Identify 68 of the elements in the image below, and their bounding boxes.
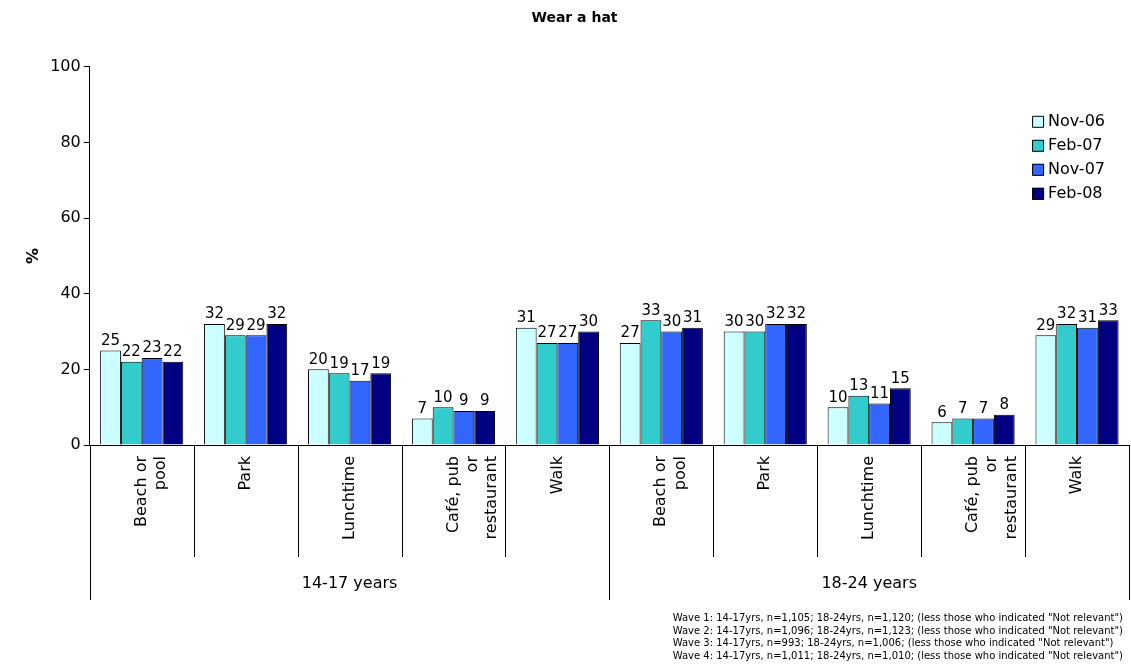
data-label: 9 bbox=[479, 391, 490, 410]
data-label: 23 bbox=[142, 338, 162, 357]
chart-title: Wear a hat bbox=[531, 9, 618, 26]
legend-label: Feb-07 bbox=[1048, 134, 1103, 154]
data-label: 33 bbox=[1098, 300, 1118, 319]
data-label: 29 bbox=[1036, 315, 1056, 334]
text: Wave 3: 14-17yrs, n=993; 18-24yrs, n=1,006; (less those who indicated "Not relevant") bbox=[672, 637, 1115, 650]
x-tick-label: Walk bbox=[1066, 455, 1086, 495]
data-label: 19 bbox=[329, 353, 349, 372]
data-label: 7 bbox=[978, 398, 989, 417]
data-label: 13 bbox=[849, 376, 869, 395]
x-tick-label: Lunchtime bbox=[338, 456, 358, 540]
data-label: 19 bbox=[371, 353, 391, 372]
legend-label: Nov-07 bbox=[1048, 158, 1106, 178]
y-tick-label: 100 bbox=[50, 55, 81, 75]
data-label: 25 bbox=[100, 330, 121, 349]
data-label: 27 bbox=[620, 323, 640, 342]
data-label: 33 bbox=[641, 300, 661, 319]
text: 14-17 years bbox=[301, 573, 398, 593]
data-label: 11 bbox=[870, 383, 890, 402]
x-tick-label: Café, pub or restaurant bbox=[442, 455, 501, 540]
x-tick-label: Café, pub or restaurant bbox=[962, 455, 1020, 540]
data-label: 30 bbox=[745, 311, 765, 330]
x-tick-label: Beach or pool bbox=[650, 455, 689, 528]
data-label: 31 bbox=[1077, 308, 1097, 327]
x-tick-label: Walk bbox=[546, 455, 566, 495]
data-label: 27 bbox=[558, 323, 578, 342]
data-label: 32 bbox=[786, 304, 806, 323]
text: Wave 2: 14-17yrs, n=1,096; 18-24yrs, n=1,123; (less those who indicated "Not relevant") bbox=[672, 624, 1123, 637]
x-tick-label: Lunchtime bbox=[858, 456, 878, 540]
data-label: 29 bbox=[246, 315, 266, 334]
data-label: 32 bbox=[267, 304, 287, 323]
data-label: 7 bbox=[957, 398, 968, 417]
data-label: 7 bbox=[417, 398, 428, 417]
y-tick-label: 20 bbox=[60, 358, 81, 378]
data-label: 32 bbox=[204, 304, 224, 323]
y-tick-label: 0 bbox=[70, 434, 81, 454]
text: Wave 4: 14-17yrs, n=1,011; 18-24yrs, n=1,010; (less those who indicated "Not relevant") bbox=[672, 649, 1123, 662]
data-label: 31 bbox=[516, 308, 536, 327]
data-label: 9 bbox=[459, 391, 469, 410]
data-label: 22 bbox=[121, 342, 141, 361]
text: Wave 1: 14-17yrs, n=1,105; 18-24yrs, n=1,120; (less those who indicated "Not relevant") bbox=[672, 612, 1123, 625]
data-label: 20 bbox=[308, 349, 328, 368]
x-tick-label: Beach or pool bbox=[130, 455, 170, 528]
data-label: 17 bbox=[350, 361, 370, 380]
data-label: 10 bbox=[433, 387, 453, 406]
data-label: 32 bbox=[1057, 304, 1077, 323]
data-label: 8 bbox=[999, 395, 1010, 414]
data-label: 27 bbox=[537, 323, 557, 342]
data-label: 10 bbox=[828, 387, 848, 406]
x-tick-label: Park bbox=[234, 455, 254, 491]
data-label: 15 bbox=[890, 368, 910, 387]
x-tick-label: Park bbox=[754, 455, 774, 491]
data-label: 29 bbox=[225, 315, 245, 334]
legend-label: Feb-08 bbox=[1048, 182, 1103, 202]
legend-label: Nov-06 bbox=[1048, 110, 1106, 130]
y-tick-label: 60 bbox=[60, 207, 81, 227]
y-tick-label: 80 bbox=[60, 131, 81, 151]
data-label: 6 bbox=[937, 402, 947, 421]
y-axis-title: % bbox=[22, 247, 42, 264]
y-tick-label: 40 bbox=[60, 282, 81, 302]
data-label: 22 bbox=[163, 342, 183, 361]
data-label: 30 bbox=[724, 311, 744, 330]
text: 18-24 years bbox=[821, 573, 917, 593]
data-label: 31 bbox=[682, 308, 703, 327]
data-label: 30 bbox=[579, 311, 599, 330]
data-label: 32 bbox=[766, 304, 786, 323]
data-label: 30 bbox=[662, 311, 682, 330]
